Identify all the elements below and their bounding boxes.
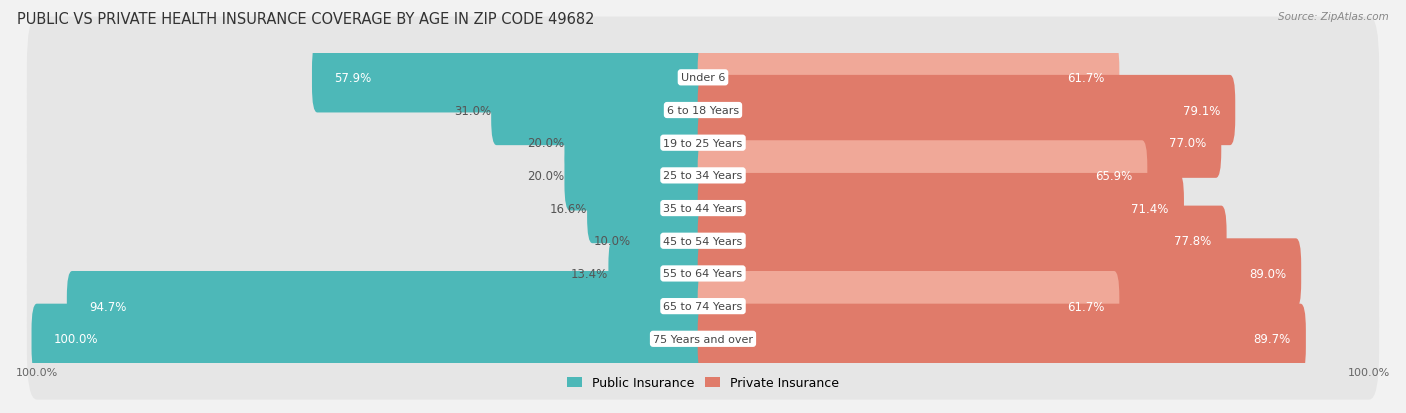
Text: 71.4%: 71.4% — [1132, 202, 1168, 215]
Text: 16.6%: 16.6% — [550, 202, 588, 215]
FancyBboxPatch shape — [564, 108, 709, 178]
Text: 61.7%: 61.7% — [1067, 300, 1104, 313]
FancyBboxPatch shape — [588, 173, 709, 244]
FancyBboxPatch shape — [491, 76, 709, 146]
Text: 100.0%: 100.0% — [53, 332, 98, 345]
Text: 35 to 44 Years: 35 to 44 Years — [664, 204, 742, 214]
FancyBboxPatch shape — [697, 239, 1301, 309]
Text: Source: ZipAtlas.com: Source: ZipAtlas.com — [1278, 12, 1389, 22]
Text: 65 to 74 Years: 65 to 74 Years — [664, 301, 742, 311]
Legend: Public Insurance, Private Insurance: Public Insurance, Private Insurance — [562, 371, 844, 394]
Text: 61.7%: 61.7% — [1067, 72, 1104, 85]
FancyBboxPatch shape — [27, 115, 1379, 237]
Text: 55 to 64 Years: 55 to 64 Years — [664, 269, 742, 279]
Text: 20.0%: 20.0% — [527, 169, 564, 183]
FancyBboxPatch shape — [27, 17, 1379, 139]
FancyBboxPatch shape — [27, 180, 1379, 302]
Text: Under 6: Under 6 — [681, 73, 725, 83]
FancyBboxPatch shape — [697, 76, 1236, 146]
Text: 77.0%: 77.0% — [1168, 137, 1206, 150]
Text: 94.7%: 94.7% — [89, 300, 127, 313]
FancyBboxPatch shape — [31, 304, 709, 374]
FancyBboxPatch shape — [697, 173, 1184, 244]
FancyBboxPatch shape — [27, 213, 1379, 335]
FancyBboxPatch shape — [27, 278, 1379, 400]
FancyBboxPatch shape — [564, 141, 709, 211]
Text: 13.4%: 13.4% — [571, 267, 609, 280]
Text: 79.1%: 79.1% — [1182, 104, 1220, 117]
Text: 20.0%: 20.0% — [527, 137, 564, 150]
FancyBboxPatch shape — [27, 50, 1379, 171]
Text: 75 Years and over: 75 Years and over — [652, 334, 754, 344]
Text: 25 to 34 Years: 25 to 34 Years — [664, 171, 742, 181]
Text: 10.0%: 10.0% — [593, 235, 631, 248]
FancyBboxPatch shape — [67, 271, 709, 342]
Text: PUBLIC VS PRIVATE HEALTH INSURANCE COVERAGE BY AGE IN ZIP CODE 49682: PUBLIC VS PRIVATE HEALTH INSURANCE COVER… — [17, 12, 595, 27]
FancyBboxPatch shape — [631, 206, 709, 276]
Text: 31.0%: 31.0% — [454, 104, 491, 117]
FancyBboxPatch shape — [697, 108, 1222, 178]
FancyBboxPatch shape — [697, 43, 1119, 113]
FancyBboxPatch shape — [697, 304, 1306, 374]
Text: 6 to 18 Years: 6 to 18 Years — [666, 106, 740, 116]
FancyBboxPatch shape — [609, 239, 709, 309]
FancyBboxPatch shape — [27, 148, 1379, 269]
FancyBboxPatch shape — [697, 206, 1226, 276]
FancyBboxPatch shape — [697, 271, 1119, 342]
Text: 45 to 54 Years: 45 to 54 Years — [664, 236, 742, 246]
Text: 89.0%: 89.0% — [1249, 267, 1286, 280]
Text: 57.9%: 57.9% — [335, 72, 371, 85]
Text: 65.9%: 65.9% — [1095, 169, 1132, 183]
FancyBboxPatch shape — [27, 246, 1379, 367]
FancyBboxPatch shape — [27, 83, 1379, 204]
Text: 77.8%: 77.8% — [1174, 235, 1211, 248]
FancyBboxPatch shape — [697, 141, 1147, 211]
Text: 19 to 25 Years: 19 to 25 Years — [664, 138, 742, 148]
Text: 89.7%: 89.7% — [1253, 332, 1291, 345]
FancyBboxPatch shape — [312, 43, 709, 113]
